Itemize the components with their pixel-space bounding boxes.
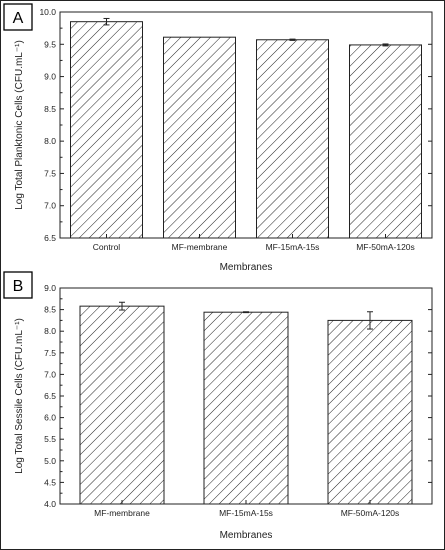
- y-tick-label: 10.0: [39, 7, 56, 17]
- bar: [70, 21, 143, 239]
- panel-a-bars: [70, 17, 422, 239]
- y-tick-label: 7.0: [44, 369, 56, 379]
- bar: [349, 44, 422, 239]
- y-tick-label: 4.5: [44, 477, 56, 487]
- panel-a-y-axis: 6.5 7.0 7.5 8.0 8.5 9.0 9.5 10.0: [39, 7, 432, 243]
- y-tick-label: 9.0: [44, 72, 56, 82]
- bar: [256, 39, 329, 239]
- y-tick-label: 8.5: [44, 305, 56, 315]
- bar: [203, 311, 289, 505]
- panel-a-x-axis: Control MF-membrane MF-15mA-15s MF-50mA-120…: [93, 234, 415, 252]
- y-tick-label: 7.5: [44, 348, 56, 358]
- panel-a: A 6.5 7.0 7.5 8.0 8.5 9.0 9.5 10.0 Control MF-me…: [3, 3, 433, 273]
- x-tick-label: Control: [93, 242, 121, 252]
- panel-a-letter-box: [3, 3, 33, 31]
- x-tick-label: MF-membrane: [172, 242, 228, 252]
- panel-b-x-axis: MF-membrane MF-15mA-15s MF-50mA-120s: [94, 500, 399, 518]
- panel-a-letter: A: [13, 10, 24, 27]
- y-tick-label: 6.5: [44, 233, 56, 243]
- y-tick-label: 6.0: [44, 413, 56, 423]
- y-tick-label: 4.0: [44, 499, 56, 509]
- x-tick-label: MF-15mA-15s: [266, 242, 320, 252]
- panel-b-bars: [79, 301, 413, 505]
- panel-b-letter-box: [3, 271, 33, 299]
- y-tick-label: 5.5: [44, 434, 56, 444]
- y-tick-label: 6.5: [44, 391, 56, 401]
- panel-b-x-axis-title: Membranes: [220, 530, 273, 541]
- y-tick-label: 7.5: [44, 168, 56, 178]
- panel-b: B 4.0 4.5 5.0 5.5 6.0 6.5 7.0 7.5 8.0 8.5 9.0 MF-m…: [3, 271, 433, 541]
- panel-a-x-axis-title: Membranes: [220, 262, 273, 273]
- panel-b-y-axis: 4.0 4.5 5.0 5.5 6.0 6.5 7.0 7.5 8.0 8.5 9.0: [44, 283, 432, 509]
- bar: [163, 36, 236, 239]
- y-tick-label: 8.0: [44, 326, 56, 336]
- x-tick-label: MF-15mA-15s: [219, 508, 273, 518]
- y-tick-label: 8.0: [44, 136, 56, 146]
- x-tick-label: MF-membrane: [94, 508, 150, 518]
- y-tick-label: 9.5: [44, 39, 56, 49]
- x-tick-label: MF-50mA-120s: [356, 242, 415, 252]
- bar: [327, 319, 413, 505]
- y-tick-label: 5.0: [44, 456, 56, 466]
- y-tick-label: 8.5: [44, 104, 56, 114]
- panel-a-y-axis-title: Log Total Planktonic Cells (CFU.mL⁻¹): [14, 40, 25, 210]
- bar: [79, 305, 165, 505]
- panel-b-y-axis-title: Log Total Sessile Cells (CFU.mL⁻¹): [14, 318, 25, 474]
- y-tick-label: 9.0: [44, 283, 56, 293]
- y-tick-label: 7.0: [44, 201, 56, 211]
- panel-b-letter: B: [13, 278, 24, 295]
- x-tick-label: MF-50mA-120s: [341, 508, 400, 518]
